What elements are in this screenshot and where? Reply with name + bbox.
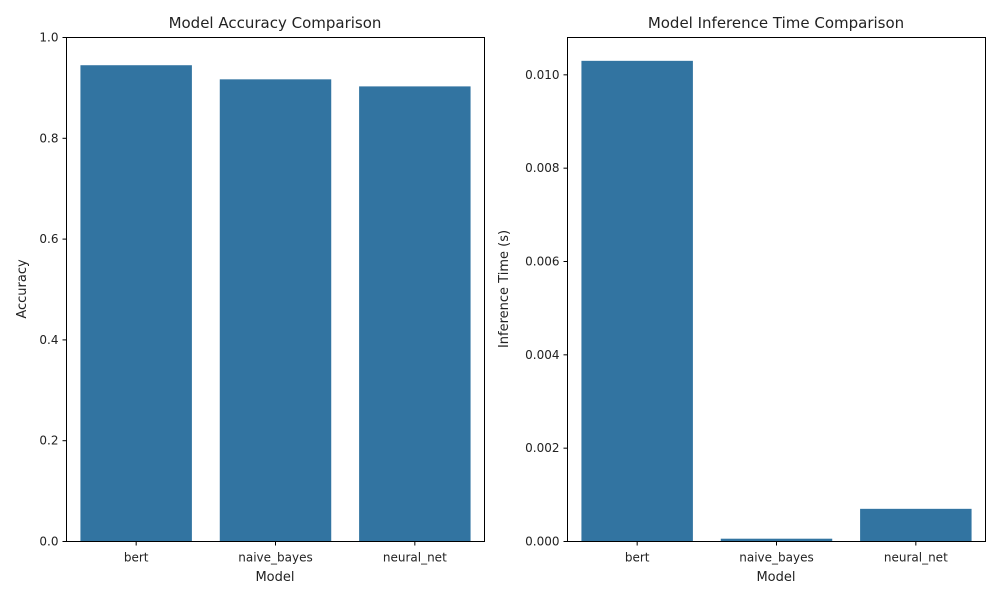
bar-neural_net [860,508,972,542]
plot-frame [66,37,485,542]
chart-title: Model Accuracy Comparison [169,14,382,32]
x-tick-label: bert [124,551,149,565]
y-tick-label: 0.4 [39,333,58,347]
y-tick-label: 0.006 [525,255,559,269]
y-tick-label: 1.0 [39,31,58,45]
ticks: bert naive_bayes neural_net 0.000 0.002 0.004… [525,68,948,565]
y-axis-label: Accuracy [15,259,30,319]
y-tick-label: 0.0 [39,535,58,549]
accuracy-chart: Model Accuracy Comparison bert naive_baye… [15,14,485,585]
y-tick-label: 0.004 [525,348,559,362]
bar-bert [581,60,693,542]
bar-bert [80,65,192,542]
x-axis-label: Model [255,570,294,585]
bar-naive_bayes [720,538,833,542]
y-tick-label: 0.8 [39,131,58,145]
x-tick-label: neural_net [884,551,948,565]
bars [581,60,972,542]
bar-naive_bayes [219,79,332,542]
y-axis-label: Inference Time (s) [497,230,512,348]
inference-time-chart: Model Inference Time Comparison bert naiv… [497,14,986,585]
y-tick-label: 0.010 [525,68,559,82]
ticks: bert naive_bayes neural_net 0.0 0.2 0.4 0.6 0.8… [39,31,447,565]
bars [80,65,471,542]
x-axis-label: Model [756,570,795,585]
chart-title: Model Inference Time Comparison [648,14,904,32]
x-tick-label: naive_bayes [238,551,312,565]
y-tick-label: 0.2 [39,434,58,448]
plot-frame [567,37,986,542]
x-tick-label: neural_net [383,551,447,565]
bar-neural_net [359,86,471,542]
y-tick-label: 0.000 [525,535,559,549]
y-tick-label: 0.6 [39,232,58,246]
x-tick-label: bert [625,551,650,565]
y-tick-label: 0.002 [525,441,559,455]
x-tick-label: naive_bayes [739,551,813,565]
y-tick-label: 0.008 [525,161,559,175]
